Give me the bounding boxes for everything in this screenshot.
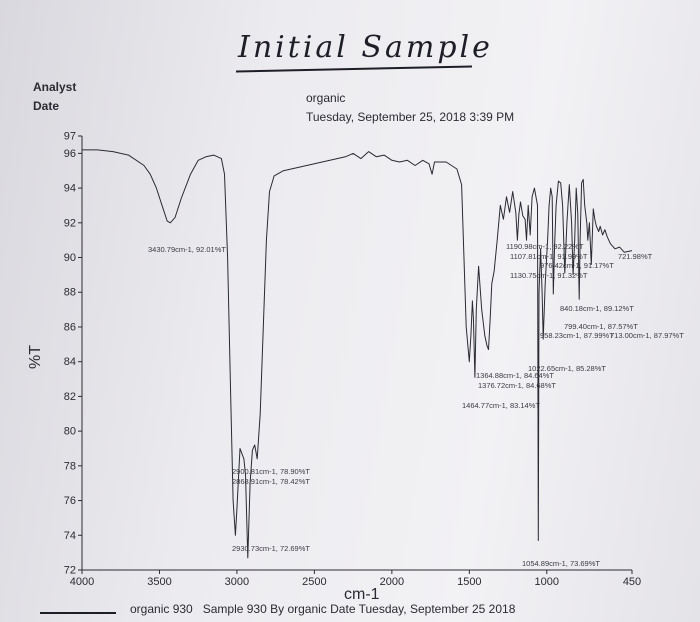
analyst-label: Analyst — [33, 80, 77, 94]
peak-label: 840.18cm-1, 89.12%T — [560, 304, 634, 313]
peak-label: 1190.98cm-1, 92.22%T — [506, 242, 584, 251]
chart-axes — [81, 136, 632, 571]
y-tick-label: 74 — [64, 530, 76, 542]
y-tick-label: 82 — [64, 391, 76, 403]
x-tick-label: 2500 — [302, 576, 326, 588]
peak-label: 1364.88cm-1, 84.64%T — [476, 371, 554, 380]
x-axis-label: cm-1 — [344, 586, 380, 603]
spectrum-series — [82, 149, 633, 559]
peak-label: 721.98%T — [618, 252, 653, 261]
y-tick-label: 84 — [64, 356, 76, 368]
y-tick-label: 96 — [64, 148, 76, 160]
y-tick-label: 76 — [64, 495, 76, 507]
date-label: Date — [33, 99, 60, 113]
handwritten-title: Initial Sample — [238, 30, 493, 65]
series-line — [82, 149, 633, 559]
y-tick-label: 90 — [64, 252, 76, 264]
peak-label: 976.42cm-1, 91.17%T — [540, 261, 614, 270]
peak-label: 2900.81cm-1, 78.90%T — [232, 467, 310, 476]
y-tick-label: 92 — [64, 217, 76, 229]
peak-label: 1376.72cm-1, 84.68%T — [478, 381, 556, 390]
peak-label: 713.00cm-1, 87.97%T — [610, 331, 684, 340]
y-tick-label: 72 — [64, 565, 76, 577]
sample-name: organic — [306, 91, 346, 105]
y-tick-label: 78 — [64, 460, 76, 472]
x-tick-label: 450 — [623, 576, 641, 588]
peak-label: 1107.81cm-1, 91.99%T — [510, 252, 588, 261]
peak-label: 3430.79cm-1, 92.01%T — [148, 245, 226, 254]
timestamp: Tuesday, September 25, 2018 3:39 PM — [306, 110, 515, 124]
y-axis-ticks: 72 74 76 78 80 82 84 86 88 90 92 94 96 97 — [64, 131, 82, 577]
y-tick-label: 97 — [64, 131, 76, 143]
peak-label: 2868.91cm-1, 78.42%T — [232, 477, 310, 486]
peak-annotations: 3430.79cm-1, 92.01%T 2900.81cm-1, 78.90%T… — [148, 242, 684, 568]
x-tick-label: 2000 — [380, 576, 404, 588]
y-tick-label: 88 — [64, 287, 76, 299]
legend-description: Sample 930 By organic Date Tuesday, Sept… — [202, 602, 516, 616]
legend-line-swatch — [40, 612, 116, 614]
peak-label: 2930.73cm-1, 72.69%T — [232, 544, 310, 553]
x-tick-label: 1000 — [535, 576, 559, 588]
y-tick-label: 80 — [64, 426, 76, 438]
peak-label: 1054.89cm-1, 73.69%T — [522, 559, 600, 568]
x-tick-label: 3000 — [225, 576, 249, 588]
x-tick-label: 4000 — [70, 576, 94, 588]
y-axis-label: %T — [27, 345, 44, 369]
peak-label: 1130.75cm-1, 91.32%T — [510, 271, 588, 280]
x-tick-label: 3500 — [147, 576, 171, 588]
peak-label: 958.23cm-1, 87.99%T — [540, 331, 614, 340]
y-tick-label: 86 — [64, 321, 76, 333]
x-axis-ticks: 4000 3500 3000 2500 2000 1500 1000 450 — [70, 570, 641, 588]
peak-label: 1022.65cm-1, 85.28%T — [528, 364, 606, 373]
legend-entry: organic 930 Sample 930 By organic Date T… — [130, 602, 515, 616]
legend-series-label: organic 930 — [130, 602, 193, 616]
y-tick-label: 94 — [64, 183, 76, 195]
peak-label: 799.40cm-1, 87.57%T — [564, 322, 638, 331]
x-tick-label: 1500 — [457, 576, 481, 588]
peak-label: 1464.77cm-1, 83.14%T — [462, 401, 540, 410]
